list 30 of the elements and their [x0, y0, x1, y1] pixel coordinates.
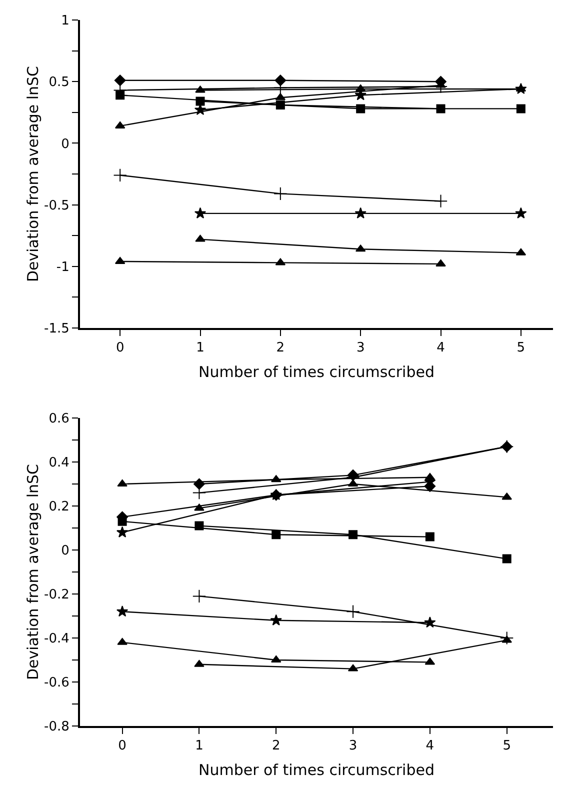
- y-tick-label: -0.2: [44, 588, 70, 603]
- y-axis-title: Deviation from average lnSC: [24, 66, 42, 282]
- x-tick-label: 1: [195, 738, 204, 754]
- y-tick-label: 0: [61, 136, 70, 152]
- x-tick-label: 0: [116, 340, 124, 356]
- x-tick-label: 2: [276, 340, 285, 356]
- x-tick-label: 5: [516, 340, 526, 356]
- x-tick-label: 2: [272, 738, 280, 754]
- x-tick-label: 5: [502, 738, 511, 754]
- x-tick-label: 4: [426, 738, 434, 754]
- y-tick-label: 0.5: [48, 75, 70, 90]
- x-tick-label: 1: [196, 340, 204, 356]
- x-tick-label: 3: [348, 738, 358, 754]
- x-tick-label: 4: [436, 340, 445, 356]
- y-tick-label: 0.6: [48, 412, 70, 427]
- x-axis-title: Number of times circumscribed: [198, 761, 435, 780]
- y-tick-label: 1: [61, 14, 70, 29]
- x-tick-label: 3: [356, 340, 365, 356]
- y-tick-label: 0.4: [48, 456, 70, 471]
- y-tick-label: -1.5: [44, 322, 70, 337]
- x-tick-label: 0: [118, 738, 126, 754]
- y-tick-label: 0: [61, 544, 70, 559]
- y-axis-title: Deviation from average lnSC: [24, 464, 42, 680]
- y-tick-label: -0.8: [44, 720, 70, 735]
- y-tick-label: -0.4: [44, 632, 70, 647]
- y-tick-label: -0.5: [44, 198, 70, 214]
- x-axis-title: Number of times circumscribed: [198, 363, 435, 382]
- y-tick-label: -0.6: [44, 676, 70, 691]
- y-tick-label: -1: [56, 260, 70, 275]
- y-tick-label: 0.2: [48, 500, 70, 515]
